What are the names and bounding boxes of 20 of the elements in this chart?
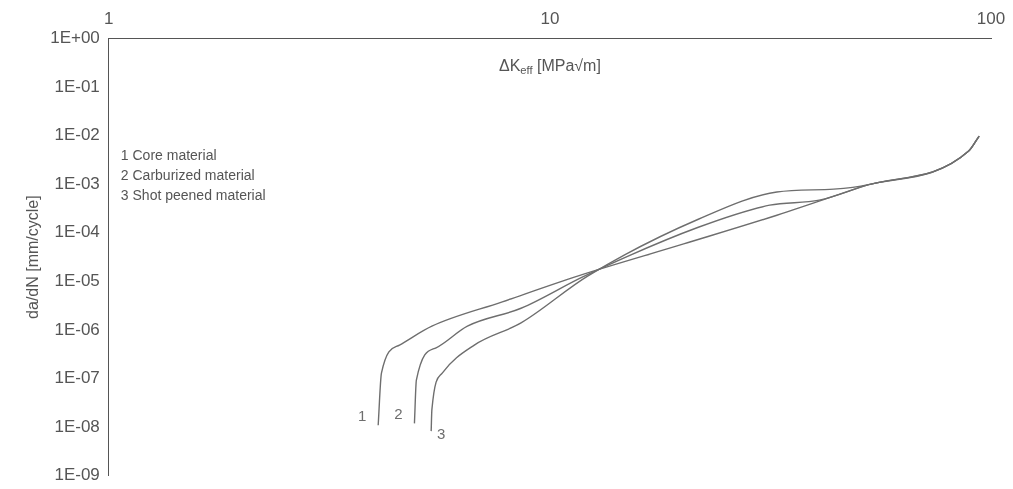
annotation: 3 Shot peened material [120, 187, 266, 204]
y-tick-label: 1E-06 [54, 319, 100, 339]
x-tick-label: 100 [976, 8, 1006, 28]
annotation: 1 Core material [120, 147, 217, 164]
y-tick-label: 1E+00 [50, 28, 100, 48]
y-tick-label: 1E-01 [54, 76, 100, 96]
y-axis-title: da/dN [mm/cycle] [24, 195, 42, 319]
x-tick-label: 1 [104, 8, 114, 28]
y-tick-label: 1E-08 [54, 416, 100, 436]
y-tick-label: 1E-07 [54, 368, 100, 388]
y-tick-label: 1E-02 [54, 125, 100, 145]
x-tick-label: 10 [540, 8, 560, 28]
y-tick-label: 1E-05 [54, 271, 100, 291]
y-tick-label: 1E-09 [54, 465, 100, 485]
y-tick-label: 1E-03 [54, 173, 100, 193]
series-label: 1 [358, 407, 367, 425]
series-label: 2 [394, 405, 403, 423]
annotation: 2 Carburized material [120, 167, 255, 184]
y-tick-label: 1E-04 [54, 222, 100, 242]
series-label: 3 [437, 425, 446, 443]
